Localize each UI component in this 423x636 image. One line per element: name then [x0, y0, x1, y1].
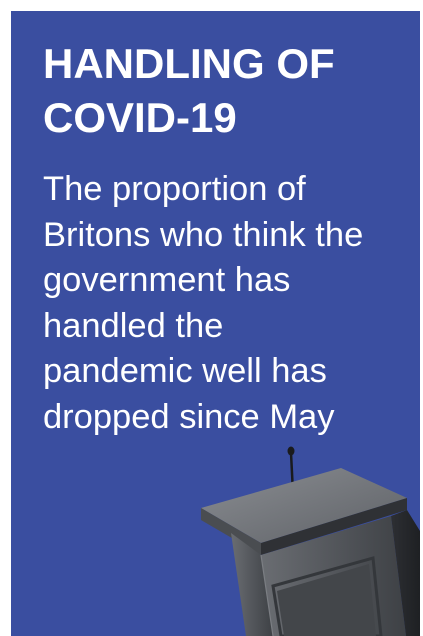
card-body-text: The proportion of Britons who think the … [43, 170, 364, 436]
info-card: HANDLING OF COVID-19 The proportion of B… [11, 11, 420, 636]
card-title: HANDLING OF COVID-19 [43, 40, 335, 141]
